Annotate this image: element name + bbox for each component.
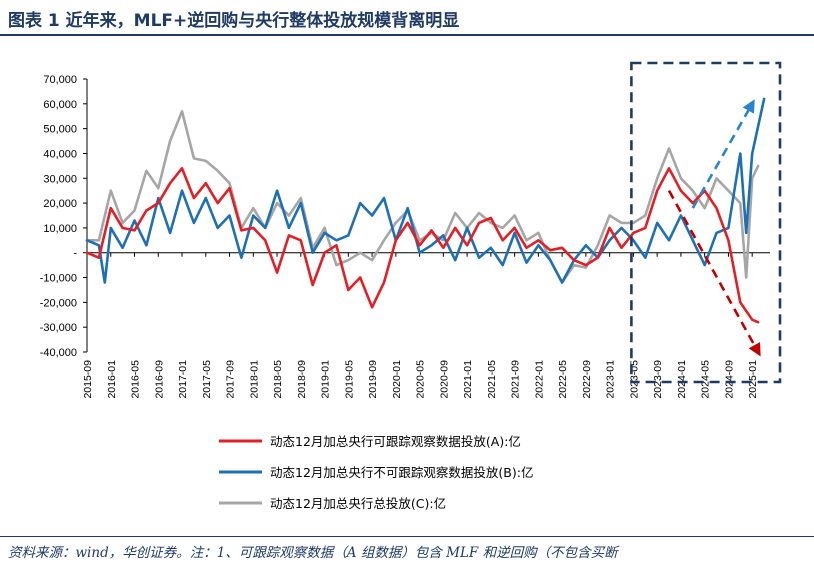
annotation-layer <box>630 61 782 384</box>
y-tick-label: -10,000 <box>40 273 77 285</box>
x-tick-label: 2021-05 <box>486 360 498 399</box>
series-b-line <box>85 97 766 284</box>
x-tick-label: 2021-01 <box>462 360 474 399</box>
page-title: 图表 1 近年来，MLF+逆回购与央行整体投放规模背离明显 <box>8 11 460 31</box>
x-tick-label: 2016-01 <box>106 360 118 399</box>
y-tick-label: -30,000 <box>40 322 77 334</box>
y-tick-label: - <box>73 248 77 260</box>
x-tick-label: 2022-01 <box>533 360 545 399</box>
source-note: 资料来源：wind，华创证券。注：1、可跟踪观察数据（A 组数据）包含 MLF … <box>8 545 618 561</box>
y-tick-label: -40,000 <box>40 347 77 359</box>
x-tick-label: 2020-01 <box>391 360 403 399</box>
y-tick-label: 20,000 <box>43 198 77 210</box>
line-chart: 70,000 60,000 50,000 40,000 30,000 20,000 10,0… <box>40 61 782 511</box>
x-tick-label: 2018-09 <box>296 360 308 399</box>
legend-series-c-label: 动态12月加总央行总投放(C):亿 <box>270 496 446 511</box>
y-tick-label: 10,000 <box>43 223 77 235</box>
series-a-line <box>85 167 760 324</box>
x-tick-label: 2018-01 <box>248 360 260 399</box>
legend: 动态12月加总央行可跟踪观察数据投放(A):亿动态12月加总央行不可跟踪观察数据… <box>219 434 533 511</box>
y-tick-label: 50,000 <box>43 124 77 136</box>
series-layer <box>85 97 766 324</box>
x-tick-label: 2020-05 <box>415 360 427 399</box>
x-tick-label: 2018-05 <box>272 360 284 399</box>
x-tick-label: 2024-05 <box>700 360 712 399</box>
x-tick-label: 2022-05 <box>557 360 569 399</box>
x-tick-label: 2017-05 <box>201 360 213 399</box>
y-axis: 70,000 60,000 50,000 40,000 30,000 20,000 10,0… <box>40 74 88 359</box>
x-tick-label: 2024-01 <box>676 360 688 399</box>
x-tick-label: 2022-09 <box>581 360 593 399</box>
down-trend-arrow <box>667 190 761 357</box>
series-c-line <box>85 110 760 284</box>
x-tick-label: 2017-01 <box>177 360 189 399</box>
y-tick-label: 40,000 <box>43 148 77 160</box>
x-tick-label: 2019-09 <box>367 360 379 399</box>
x-tick-label: 2015-09 <box>82 360 94 399</box>
x-tick-label: 2021-09 <box>510 360 522 399</box>
x-tick-label: 2017-09 <box>225 360 237 399</box>
legend-series-a-label: 动态12月加总央行可跟踪观察数据投放(A):亿 <box>270 434 521 449</box>
x-tick-label: 2024-09 <box>723 360 735 399</box>
highlight-box <box>630 61 782 384</box>
title-divider <box>0 34 814 36</box>
up-trend-arrow <box>691 99 755 209</box>
source-divider <box>0 536 814 537</box>
x-tick-label: 2025-01 <box>747 360 759 399</box>
x-tick-label: 2023-01 <box>605 360 617 399</box>
y-tick-label: 70,000 <box>43 74 77 86</box>
y-tick-label: -20,000 <box>40 297 77 309</box>
x-tick-label: 2019-01 <box>320 360 332 399</box>
x-tick-label: 2016-09 <box>153 360 165 399</box>
x-tick-label: 2020-09 <box>438 360 450 399</box>
x-tick-label: 2019-05 <box>343 360 355 399</box>
legend-series-b-label: 动态12月加总央行不可跟踪观察数据投放(B):亿 <box>270 465 533 480</box>
y-tick-label: 60,000 <box>43 99 77 111</box>
x-tick-label: 2023-09 <box>652 360 664 399</box>
x-axis: 2015-09 2016-01 2016-05 2016-09 2017-01 2017-… <box>82 252 770 399</box>
x-tick-label: 2016-05 <box>130 360 142 399</box>
y-tick-label: 30,000 <box>43 173 77 185</box>
